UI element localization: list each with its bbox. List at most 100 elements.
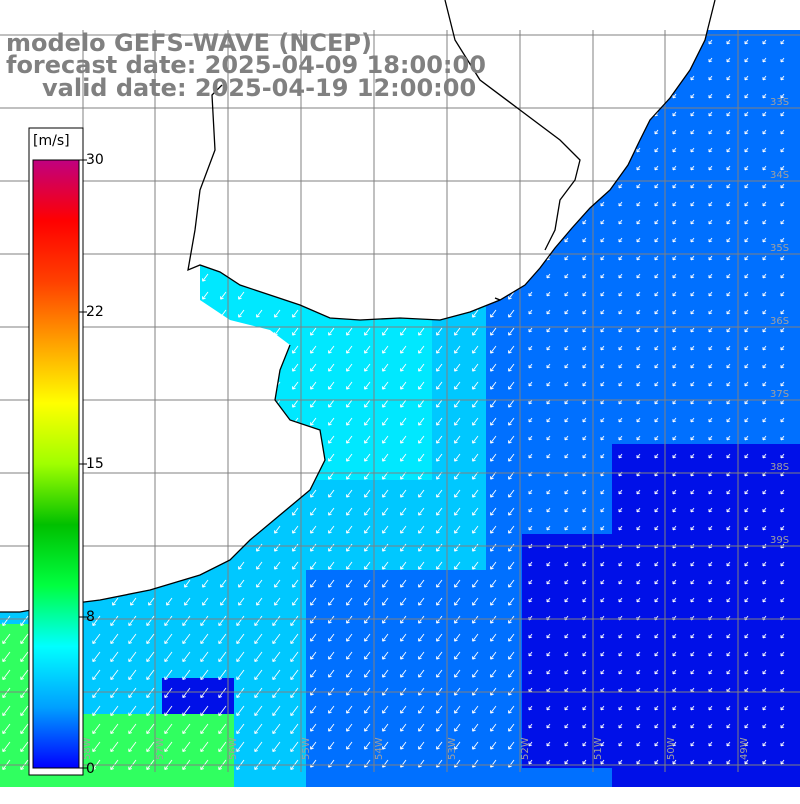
wind-cell xyxy=(216,678,235,697)
wind-cell xyxy=(540,282,559,301)
wind-arrow xyxy=(582,651,587,657)
wind-cell xyxy=(468,354,487,373)
wind-cell xyxy=(306,714,325,733)
wind-arrow xyxy=(472,399,479,408)
wind-cell xyxy=(630,588,649,607)
wind-arrow xyxy=(780,237,785,243)
wind-cell xyxy=(684,246,703,265)
wind-cell xyxy=(90,660,109,679)
wind-cell xyxy=(558,444,577,463)
wind-cell xyxy=(360,588,379,607)
wind-cell xyxy=(738,48,757,67)
wind-cell xyxy=(558,534,577,553)
wind-arrow xyxy=(508,651,515,660)
wind-arrow xyxy=(654,417,659,423)
wind-cell xyxy=(756,138,775,157)
wind-arrow xyxy=(726,561,731,567)
wind-arrow xyxy=(400,489,407,498)
wind-cell xyxy=(720,48,739,67)
wind-cell xyxy=(288,372,307,391)
wind-arrow xyxy=(346,705,353,714)
wind-cell xyxy=(522,768,541,787)
wind-arrow xyxy=(472,525,479,534)
wind-arrow xyxy=(364,363,371,372)
wind-cell xyxy=(576,462,595,481)
wind-arrow xyxy=(328,417,335,426)
wind-cell xyxy=(126,660,145,679)
wind-arrow xyxy=(564,255,569,261)
wind-cell xyxy=(702,48,721,67)
wind-arrow xyxy=(528,435,533,441)
wind-arrow xyxy=(546,345,551,351)
wind-arrow xyxy=(400,399,407,408)
wind-cell xyxy=(558,750,577,769)
wind-arrow xyxy=(454,327,461,336)
model-title: modelo GEFS-WAVE (NCEP) xyxy=(6,29,372,57)
wind-cell xyxy=(738,174,757,193)
wind-cell xyxy=(468,516,487,535)
wind-cell xyxy=(738,732,757,751)
wind-cell xyxy=(684,750,703,769)
wind-cell xyxy=(486,696,505,715)
wind-cell xyxy=(792,174,800,193)
wind-cell xyxy=(342,624,361,643)
colorbar-tick-label: 30 xyxy=(86,152,104,168)
wind-cell xyxy=(432,480,451,499)
wind-cell xyxy=(684,210,703,229)
wind-cell xyxy=(630,498,649,517)
wind-cell xyxy=(666,246,685,265)
wind-cell xyxy=(630,606,649,625)
wind-arrow xyxy=(92,705,101,717)
wind-cell xyxy=(558,246,577,265)
wind-cell xyxy=(648,498,667,517)
wind-cell xyxy=(378,354,397,373)
wind-cell xyxy=(450,462,469,481)
wind-arrow xyxy=(182,705,191,717)
wind-arrow xyxy=(582,291,587,297)
wind-cell xyxy=(756,48,775,67)
wind-cell xyxy=(396,732,415,751)
wind-arrow xyxy=(130,597,137,606)
lat-lon-grid xyxy=(0,30,800,772)
wind-cell xyxy=(792,714,800,733)
wind-arrow xyxy=(508,417,515,426)
wind-arrow xyxy=(672,723,677,729)
wind-arrow xyxy=(218,687,227,699)
wind-arrow xyxy=(20,687,29,699)
wind-arrow xyxy=(726,57,731,63)
wind-arrow xyxy=(582,309,587,315)
wind-arrow xyxy=(654,399,659,405)
wind-arrow xyxy=(364,381,371,390)
wind-arrow xyxy=(546,291,551,297)
wind-cell xyxy=(558,408,577,427)
wind-arrow xyxy=(418,507,425,516)
wind-cell xyxy=(270,750,289,769)
wind-cell xyxy=(630,660,649,679)
wind-cell xyxy=(720,426,739,445)
wind-arrow xyxy=(418,489,425,498)
wind-cell xyxy=(702,480,721,499)
wind-cell xyxy=(468,624,487,643)
wind-cell xyxy=(684,498,703,517)
wind-cell xyxy=(324,606,343,625)
wind-arrow xyxy=(618,345,623,351)
wind-cell xyxy=(234,732,253,751)
wind-cell xyxy=(756,516,775,535)
wind-cell xyxy=(288,588,307,607)
wind-cell xyxy=(198,678,217,697)
wind-cell xyxy=(270,624,289,643)
wind-cell xyxy=(648,264,667,283)
wind-cell xyxy=(522,354,541,373)
wind-cell xyxy=(468,462,487,481)
wind-arrow xyxy=(762,435,767,441)
wind-arrow xyxy=(708,39,713,45)
wind-arrow xyxy=(636,579,641,585)
wind-arrow xyxy=(382,489,389,498)
wind-cell xyxy=(540,408,559,427)
wind-arrow xyxy=(654,165,659,171)
wind-arrow xyxy=(202,579,209,588)
wind-cell xyxy=(540,516,559,535)
wind-cell xyxy=(630,714,649,733)
wind-cell xyxy=(432,570,451,589)
wind-cell xyxy=(576,552,595,571)
